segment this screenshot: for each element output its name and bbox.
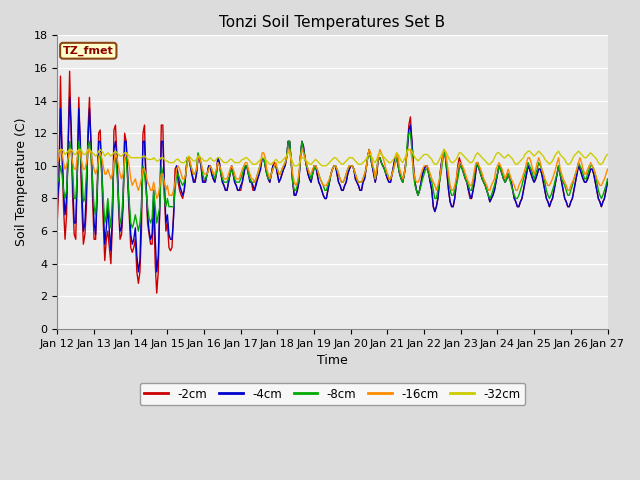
-4cm <box>66 95 74 100</box>
-2cm <box>159 122 166 128</box>
-16cm <box>388 171 396 177</box>
Y-axis label: Soil Temperature (C): Soil Temperature (C) <box>15 118 28 246</box>
-2cm <box>540 180 547 185</box>
-2cm <box>54 215 61 221</box>
X-axis label: Time: Time <box>317 354 348 367</box>
-2cm <box>153 290 161 296</box>
-4cm <box>540 180 547 185</box>
-32cm <box>70 152 78 157</box>
-16cm <box>370 166 378 172</box>
-32cm <box>157 155 165 161</box>
-32cm <box>291 163 298 169</box>
Line: -4cm: -4cm <box>58 97 607 272</box>
-32cm <box>604 152 611 157</box>
-2cm <box>401 171 408 177</box>
-32cm <box>54 150 61 156</box>
-32cm <box>388 158 396 164</box>
-8cm <box>69 171 77 177</box>
Legend: -2cm, -4cm, -8cm, -16cm, -32cm: -2cm, -4cm, -8cm, -16cm, -32cm <box>140 383 525 405</box>
-8cm <box>54 180 61 185</box>
-16cm <box>70 166 78 172</box>
-4cm <box>401 171 408 177</box>
-8cm <box>405 131 413 136</box>
-4cm <box>388 171 396 177</box>
-8cm <box>399 180 406 185</box>
-2cm <box>604 180 611 185</box>
-4cm <box>134 269 142 275</box>
-4cm <box>70 220 78 226</box>
-16cm <box>54 160 61 166</box>
-8cm <box>604 176 611 182</box>
-16cm <box>159 171 166 177</box>
-32cm <box>540 153 547 159</box>
Line: -8cm: -8cm <box>58 133 607 231</box>
-4cm <box>604 180 611 185</box>
-16cm <box>56 147 64 153</box>
-32cm <box>401 156 408 162</box>
-16cm <box>540 171 547 177</box>
-2cm <box>370 171 378 177</box>
-4cm <box>370 171 378 177</box>
-32cm <box>370 158 378 164</box>
-8cm <box>157 163 165 169</box>
-16cm <box>604 166 611 172</box>
-16cm <box>153 196 161 202</box>
-8cm <box>134 228 142 234</box>
-2cm <box>70 231 78 237</box>
-2cm <box>66 68 74 74</box>
Line: -32cm: -32cm <box>58 150 607 166</box>
-4cm <box>54 199 61 204</box>
-8cm <box>387 176 394 182</box>
-32cm <box>56 147 64 153</box>
Line: -16cm: -16cm <box>58 150 607 199</box>
-8cm <box>369 163 376 169</box>
Title: Tonzi Soil Temperatures Set B: Tonzi Soil Temperatures Set B <box>220 15 445 30</box>
-8cm <box>540 171 547 177</box>
-16cm <box>401 171 408 177</box>
-2cm <box>388 171 396 177</box>
-4cm <box>159 139 166 144</box>
Text: TZ_fmet: TZ_fmet <box>63 46 114 56</box>
Line: -2cm: -2cm <box>58 71 607 293</box>
